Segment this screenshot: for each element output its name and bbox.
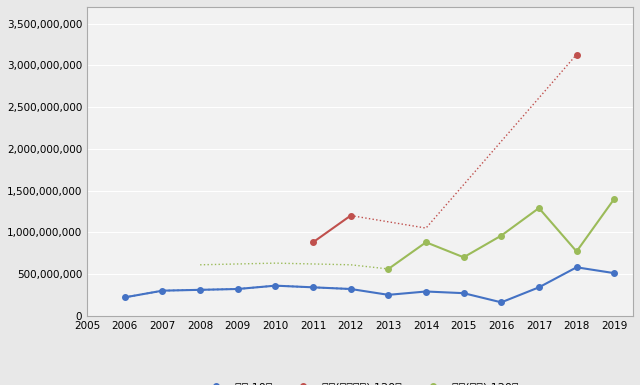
Legend: 구상 10호, 추상(점시리즈) 120호, 추상(기타) 120호: 구상 10호, 추상(점시리즈) 120호, 추상(기타) 120호 (197, 378, 523, 385)
